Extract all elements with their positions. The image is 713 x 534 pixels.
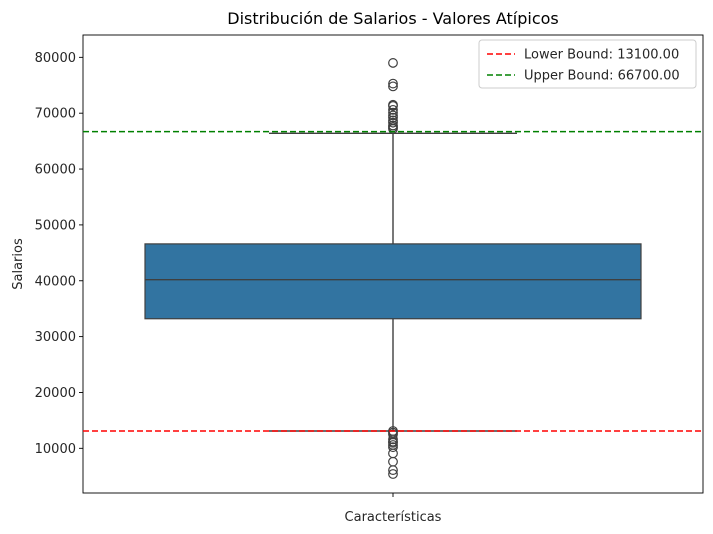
y-tick-label: 40000 — [35, 274, 76, 289]
outlier-point — [388, 465, 398, 476]
outlier-point — [388, 101, 398, 111]
outlier-point — [388, 123, 398, 134]
y-tick-label: 50000 — [35, 218, 76, 233]
y-tick-label: 60000 — [35, 163, 76, 178]
legend-upper-bound-label: Upper Bound: 66700.00 — [524, 69, 680, 84]
outlier-point — [388, 107, 398, 118]
legend: Lower Bound: 13100.00 Upper Bound: 66700.… — [478, 39, 697, 89]
legend-box — [478, 39, 697, 89]
iqr-box — [144, 243, 642, 320]
chart-title: Distribución de Salarios - Valores Atípi… — [227, 9, 558, 28]
legend-lower-bound-label: Lower Bound: 13100.00 — [524, 48, 679, 63]
outlier-point — [388, 456, 398, 467]
outlier-point — [388, 448, 398, 459]
outlier-point — [388, 78, 398, 89]
outlier-point — [388, 442, 398, 453]
outlier-point — [388, 117, 398, 128]
outlier-point — [388, 81, 398, 92]
y-tick-label: 10000 — [35, 442, 76, 457]
outlier-point — [388, 58, 398, 68]
outlier-point — [388, 112, 398, 123]
y-tick-label: 80000 — [35, 51, 76, 66]
y-tick-label: 20000 — [35, 386, 76, 401]
y-tick-label: 30000 — [35, 330, 76, 345]
outlier-point — [388, 104, 398, 115]
y-axis-title: Salarios — [11, 238, 26, 290]
y-tick-label: 70000 — [35, 107, 76, 122]
x-axis-title: Características — [345, 510, 442, 525]
plot-area: 10000 20000 30000 40000 50000 60000 70000 80000 — [35, 34, 704, 497]
outlier-point — [388, 469, 398, 479]
